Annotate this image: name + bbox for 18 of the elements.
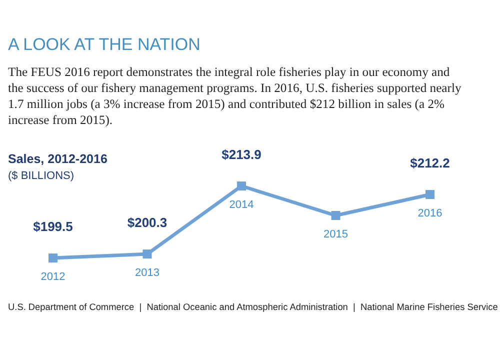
data-label: $200.3 (127, 215, 168, 230)
x-tick-label: 2015 (324, 228, 348, 240)
x-tick-label: 2012 (40, 271, 66, 283)
data-label: $212.2 (410, 156, 450, 170)
x-tick-label: 2014 (229, 199, 254, 211)
text: U.S. Department of Commerce | National Oceanic and Atmospheric Administration | National Marine Fisheries Service (8, 302, 498, 312)
point (142, 250, 152, 258)
point (48, 254, 58, 262)
point (426, 190, 434, 199)
point (331, 211, 340, 220)
chart-subtitle: The FEUS 2016 report demonstrates the integral role fisheries play in our economy and the success of our fishery management programs. In 2016, U.S. fisheries supported nearly 1.7 million jobs (a 3% increase from 2015) and contributed $212 billion in sales (a 2% increase from 2015). (8, 65, 462, 127)
chart-title: A LOOK AT THE NATION (8, 35, 200, 54)
x-tick-label: 2016 (418, 208, 442, 220)
data-label: $199.5 (33, 219, 73, 234)
point (237, 182, 246, 190)
x-tick-label: 2013 (135, 267, 160, 279)
y-axis-title: Sales, 2012-2016 ($ BILLIONS) (8, 152, 108, 182)
data-label: $213.9 (222, 147, 262, 162)
